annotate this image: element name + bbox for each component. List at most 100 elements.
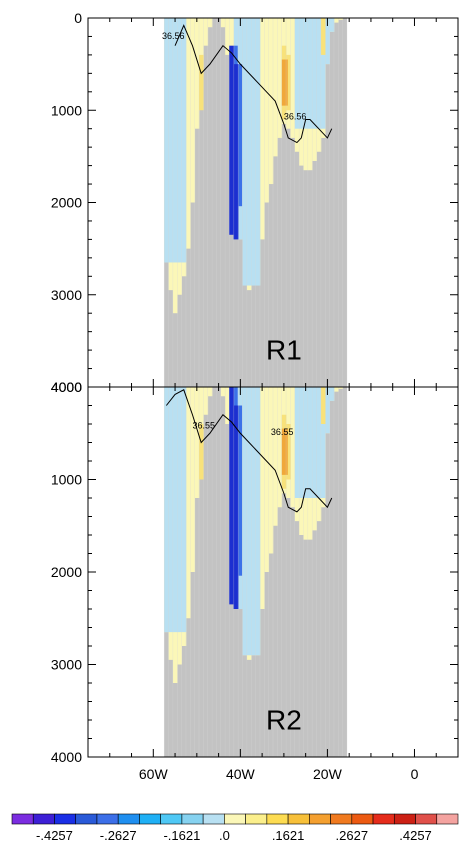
contour-label: 36.56 (162, 31, 185, 41)
water-column (259, 387, 265, 609)
water-column (194, 387, 200, 498)
anomaly-cell-negative (325, 18, 330, 65)
panel-label: R2 (266, 704, 302, 735)
anomaly-cell-negative (242, 18, 248, 286)
x-tick-label: 40W (226, 766, 256, 782)
water-column (273, 18, 278, 157)
contour-label: 36.56 (284, 111, 307, 121)
colorbar-label: .1621 (272, 828, 305, 843)
panel-r1: 36.56 36.56 0 1000 2000 3000 4000 R1 (51, 10, 459, 395)
water-column (185, 18, 191, 249)
x-tick-label: 60W (139, 766, 169, 782)
water-column (264, 387, 270, 572)
colorbar-label: -.4257 (36, 828, 73, 843)
water-column (203, 18, 209, 46)
water-column (273, 387, 278, 526)
y-tick-label: 3000 (51, 287, 82, 303)
anomaly-cell-negative (177, 387, 182, 633)
anomaly-cell-negative (251, 18, 256, 286)
anomaly-cell-negative (294, 387, 300, 498)
anomaly-cell-negative (168, 18, 174, 263)
water-column (199, 387, 204, 443)
water-column (199, 18, 204, 74)
colorbar-swatch (372, 813, 395, 825)
anomaly-cell-negative (316, 18, 322, 129)
colorbar-swatch (75, 813, 98, 825)
anomaly-cell-negative-strong (229, 387, 235, 605)
y-tick-label: 2000 (51, 195, 82, 211)
water-column (220, 18, 226, 28)
anomaly-cell-negative-strong (233, 64, 239, 240)
water-column (194, 18, 200, 129)
anomaly-cell-negative (172, 18, 178, 263)
water-column (268, 387, 274, 554)
anomaly-cell-negative (172, 387, 178, 633)
anomaly-cell-negative (181, 387, 187, 633)
colorbar-swatch (393, 813, 416, 825)
anomaly-cell-negative (294, 18, 300, 129)
water-column (277, 18, 283, 138)
anomaly-cell-negative (242, 387, 248, 656)
water-column (338, 18, 344, 20)
anomaly-cell-negative (255, 387, 261, 656)
anomaly-cell-negative-strong (229, 45, 235, 235)
anomaly-cell-positive (286, 54, 291, 111)
y-tick-label: 1000 (51, 472, 82, 488)
anomaly-cell-positive (199, 54, 204, 111)
colorbar-swatch (309, 813, 331, 825)
contour-label: 36.55 (271, 427, 294, 437)
anomaly-cell-negative (329, 387, 335, 401)
anomaly-cell-negative (299, 18, 304, 129)
colorbar-swatch (96, 813, 119, 825)
anomaly-cell-negative (329, 18, 335, 32)
water-column (190, 18, 196, 203)
panel-label: R1 (266, 334, 302, 365)
contour-label: 36.55 (192, 421, 215, 431)
y-tick-label: 1000 (51, 102, 82, 118)
anomaly-cell-negative (164, 18, 169, 263)
water-column (277, 387, 283, 508)
contour-line (174, 24, 333, 144)
anomaly-cell-negative (255, 18, 261, 286)
water-column (225, 18, 230, 55)
anomaly-cell-negative (320, 387, 326, 498)
y-tick-label: 4000 (51, 379, 82, 395)
y-tick-label: 4000 (51, 379, 82, 395)
anomaly-cell-negative (312, 387, 317, 498)
anomaly-cell-negative (164, 387, 169, 633)
colorbar-swatch (32, 813, 55, 825)
anomaly-cell-negative (303, 18, 309, 129)
anomaly-cell-negative (299, 387, 304, 498)
colorbar-swatch (436, 813, 459, 825)
anomaly-cell-negative (325, 387, 330, 434)
anomaly-cell-negative (312, 18, 317, 129)
anomaly-cell-positive (286, 424, 291, 480)
colorbar-swatch (202, 813, 225, 825)
anomaly-cell-negative (181, 18, 187, 263)
colorbar-label: .4257 (399, 828, 432, 843)
anomaly-cell-negative (246, 387, 252, 656)
colorbar-swatch (181, 813, 204, 825)
water-column (225, 387, 230, 424)
water-column (207, 18, 213, 28)
colorbar-swatch (245, 813, 268, 825)
water-column (333, 18, 339, 23)
water-column (220, 387, 226, 397)
water-column (259, 18, 265, 240)
colorbar-swatch (330, 813, 353, 825)
colorbar-label: .0 (219, 828, 230, 843)
x-tick-label: 20W (313, 766, 343, 782)
anomaly-cell-negative (177, 18, 182, 263)
anomaly-cell-negative-strong (233, 405, 239, 609)
colorbar-label: -.1621 (163, 828, 200, 843)
y-tick-label: 4000 (51, 749, 82, 765)
colorbar-label: -.2627 (100, 828, 137, 843)
anomaly-cell-positive-strong (281, 59, 288, 106)
anomaly-cell-positive (199, 424, 204, 480)
anomaly-cell-negative (307, 18, 313, 129)
water-column (290, 387, 296, 508)
x-tick-label: 0 (411, 766, 419, 782)
y-tick-label: 0 (74, 10, 82, 26)
water-column (338, 387, 344, 389)
anomaly-cell-negative (251, 387, 256, 656)
